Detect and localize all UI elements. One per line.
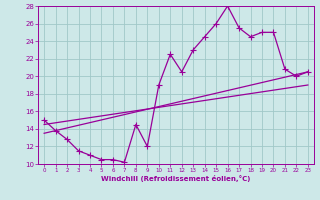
X-axis label: Windchill (Refroidissement éolien,°C): Windchill (Refroidissement éolien,°C) xyxy=(101,175,251,182)
